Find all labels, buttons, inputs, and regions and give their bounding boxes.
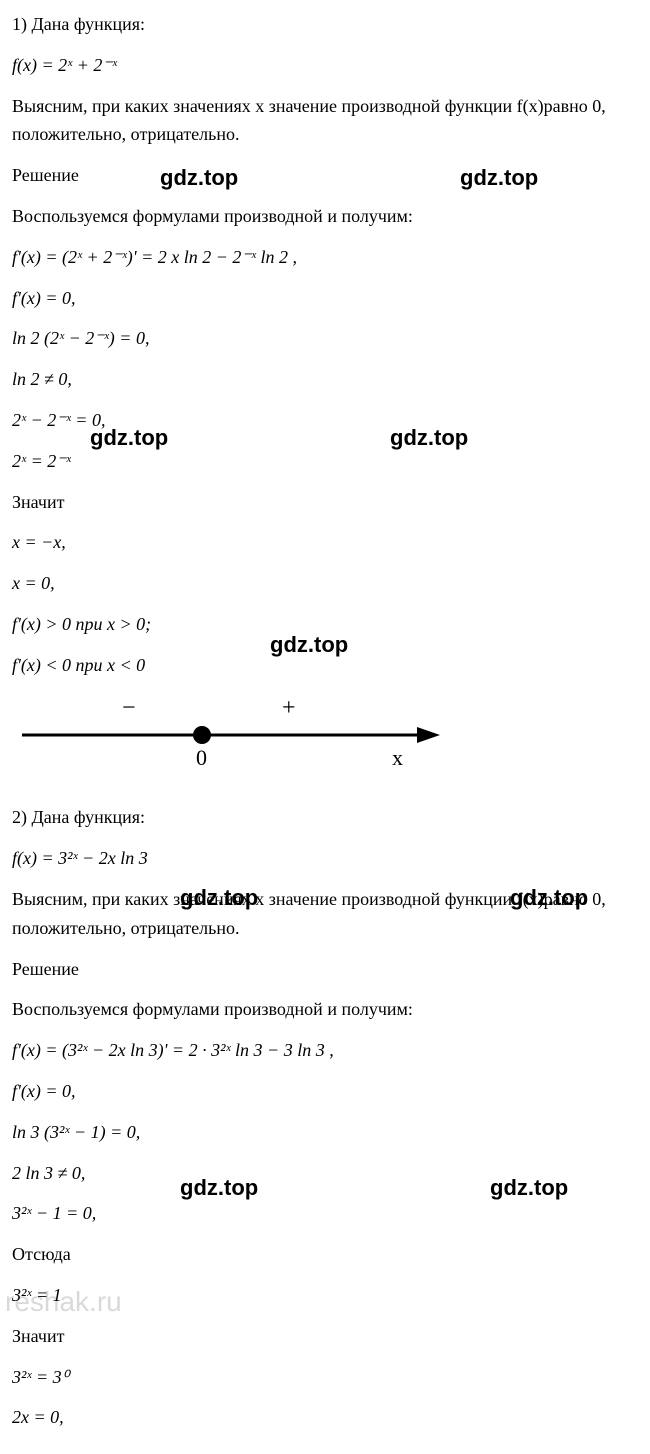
p2-question: Выясним, при каких значениях x значение … bbox=[12, 885, 638, 943]
p2-eq5: 3²ˣ − 1 = 0, bbox=[12, 1199, 638, 1228]
p1-solution-label: Решение bbox=[12, 161, 638, 190]
p1-step1: Воспользуемся формулами производной и по… bbox=[12, 202, 638, 231]
svg-text:+: + bbox=[282, 695, 296, 721]
p1-eq4: ln 2 ≠ 0, bbox=[12, 365, 638, 394]
p2-eq3: ln 3 (3²ˣ − 1) = 0, bbox=[12, 1118, 638, 1147]
p1-eq5: 2ˣ − 2⁻ˣ = 0, bbox=[12, 406, 638, 435]
p1-question: Выясним, при каких значениях x значение … bbox=[12, 92, 638, 150]
p2-func: f(x) = 3²ˣ − 2x ln 3 bbox=[12, 844, 638, 873]
svg-text:0: 0 bbox=[196, 745, 207, 770]
p2-eq8: 2x = 0, bbox=[12, 1403, 638, 1432]
p2-step1: Воспользуемся формулами производной и по… bbox=[12, 995, 638, 1024]
p1-func: f(x) = 2ˣ + 2⁻ˣ bbox=[12, 51, 638, 80]
p2-solution-label: Решение bbox=[12, 955, 638, 984]
p1-eq2: f'(x) = 0, bbox=[12, 284, 638, 313]
p1-eq8: x = 0, bbox=[12, 569, 638, 598]
svg-text:−: − bbox=[122, 695, 136, 721]
p2-given: 2) Дана функция: bbox=[12, 803, 638, 832]
p2-eq2: f'(x) = 0, bbox=[12, 1077, 638, 1106]
svg-text:x: x bbox=[392, 745, 403, 770]
p2-therefore: Значит bbox=[12, 1322, 638, 1351]
p1-therefore: Значит bbox=[12, 488, 638, 517]
p1-eq6: 2ˣ = 2⁻ˣ bbox=[12, 447, 638, 476]
p2-hence: Отсюда bbox=[12, 1240, 638, 1269]
number-line-diagram: − +0 x bbox=[12, 695, 638, 784]
p1-eq10: f'(x) < 0 при x < 0 bbox=[12, 651, 638, 680]
p1-eq7: x = −x, bbox=[12, 528, 638, 557]
p1-given: 1) Дана функция: bbox=[12, 10, 638, 39]
p1-eq1: f'(x) = (2ˣ + 2⁻ˣ)' = 2 x ln 2 − 2⁻ˣ ln … bbox=[12, 243, 638, 272]
p2-eq6: 3²ˣ = 1 bbox=[12, 1281, 638, 1310]
p2-eq1: f'(x) = (3²ˣ − 2x ln 3)' = 2 · 3²ˣ ln 3 … bbox=[12, 1036, 638, 1065]
number-line-svg: − +0 x bbox=[12, 695, 442, 775]
p2-eq4: 2 ln 3 ≠ 0, bbox=[12, 1159, 638, 1188]
p1-eq9: f'(x) > 0 при x > 0; bbox=[12, 610, 638, 639]
p2-eq7: 3²ˣ = 3⁰ bbox=[12, 1363, 638, 1392]
p1-eq3: ln 2 (2ˣ − 2⁻ˣ) = 0, bbox=[12, 324, 638, 353]
